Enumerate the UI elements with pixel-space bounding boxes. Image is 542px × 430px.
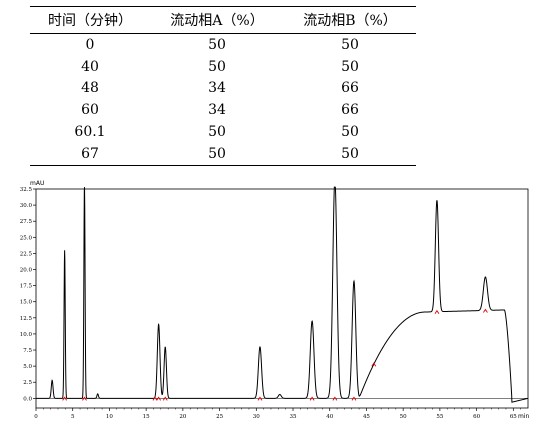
cell-phase-a: 50 — [208, 36, 226, 53]
x-tick-label: 40 — [326, 414, 333, 420]
peak-marker — [332, 396, 338, 401]
cell-phase-b: 50 — [341, 124, 359, 141]
cell-phase-a: 50 — [208, 58, 226, 75]
chromatogram-chart: 0.0 2.5 5.0 7.5 10.0 12.5 15.0 17.5 20.0 22.5 25.0… — [20, 180, 530, 420]
x-tick-label: 35 — [290, 414, 297, 420]
cell-phase-a: 34 — [208, 102, 226, 119]
x-tick-label: 60 — [473, 414, 480, 420]
cell-time: 40 — [81, 58, 99, 75]
chromatogram-trace — [36, 186, 529, 403]
cell-phase-b: 50 — [341, 36, 359, 53]
y-tick-label: 5.0 — [23, 364, 32, 370]
peak-marker — [62, 396, 68, 401]
peak-marker — [371, 362, 377, 367]
x-axis-label: min — [518, 413, 530, 420]
table-row: 60.1 50 50 — [30, 121, 416, 143]
y-tick-label: 12.5 — [20, 316, 33, 322]
gradient-table-container: 时间（分钟） 流动相A（%） 流动相B（%） 0 50 50 40 50 50 … — [30, 6, 416, 166]
peak-marker — [162, 396, 168, 401]
cell-time: 48 — [81, 80, 99, 97]
y-tick-label: 10.0 — [20, 332, 33, 338]
y-tick-label: 20.0 — [20, 268, 33, 274]
y-tick-label: 0.0 — [23, 396, 32, 402]
y-axis-label: mAU — [30, 180, 44, 187]
cell-phase-b: 50 — [341, 145, 359, 162]
peak-marker — [434, 309, 440, 314]
y-tick-label: 17.5 — [20, 284, 33, 290]
peak-marker — [156, 396, 162, 401]
y-tick-label: 27.5 — [20, 219, 33, 225]
cell-phase-b: 66 — [341, 102, 359, 119]
gradient-table: 时间（分钟） 流动相A（%） 流动相B（%） 0 50 50 40 50 50 … — [30, 6, 416, 166]
cell-phase-a: 50 — [208, 124, 226, 141]
table-header-row: 时间（分钟） 流动相A（%） 流动相B（%） — [30, 6, 416, 34]
y-axis: 0.0 2.5 5.0 7.5 10.0 12.5 15.0 17.5 20.0 22.5 25.0… — [20, 187, 36, 402]
cell-time: 60.1 — [74, 124, 106, 141]
x-axis: 0 5 10 15 20 25 30 35 40 45 50 55 60 65 — [34, 408, 521, 420]
y-tick-label: 2.5 — [23, 380, 32, 386]
y-tick-label: 15.0 — [20, 300, 33, 306]
x-tick-label: 65 — [510, 414, 517, 420]
table-row: 40 50 50 — [30, 56, 416, 78]
x-tick-label: 10 — [106, 414, 113, 420]
peak-markers — [62, 308, 488, 401]
x-tick-label: 25 — [216, 414, 223, 420]
x-tick-label: 0 — [34, 414, 38, 420]
cell-time: 60 — [81, 102, 99, 119]
table-row: 67 50 50 — [30, 143, 416, 166]
header-phase-b: 流动相B（%） — [303, 13, 397, 29]
peak-marker — [257, 396, 263, 401]
cell-phase-b: 66 — [341, 80, 359, 97]
x-tick-label: 55 — [436, 414, 443, 420]
cell-phase-a: 50 — [208, 145, 226, 162]
y-tick-label: 30.0 — [20, 203, 33, 209]
x-tick-label: 20 — [179, 414, 186, 420]
cell-time: 0 — [85, 36, 95, 53]
table-row: 60 34 66 — [30, 99, 416, 121]
plot-frame — [35, 188, 529, 409]
peak-marker — [351, 396, 357, 401]
plot-border — [35, 188, 529, 409]
table-row: 48 34 66 — [30, 78, 416, 100]
header-phase-a: 流动相A（%） — [170, 13, 264, 29]
peak-marker — [82, 396, 87, 401]
x-tick-label: 30 — [253, 414, 260, 420]
cell-time: 67 — [81, 145, 99, 162]
table-row: 0 50 50 — [30, 34, 416, 56]
peak-marker — [309, 396, 315, 401]
x-tick-label: 45 — [363, 414, 370, 420]
peak-marker — [483, 308, 488, 313]
x-tick-label: 50 — [400, 414, 407, 420]
x-tick-label: 15 — [143, 414, 150, 420]
y-tick-label: 25.0 — [20, 235, 33, 241]
y-tick-label: 22.5 — [20, 251, 33, 257]
y-tick-label: 32.5 — [20, 187, 33, 193]
cell-phase-b: 50 — [341, 58, 359, 75]
x-tick-label: 5 — [71, 414, 75, 420]
peak-marker — [152, 396, 158, 401]
cell-phase-a: 34 — [208, 80, 226, 97]
header-time: 时间（分钟） — [48, 13, 132, 29]
y-tick-label: 7.5 — [23, 348, 32, 354]
